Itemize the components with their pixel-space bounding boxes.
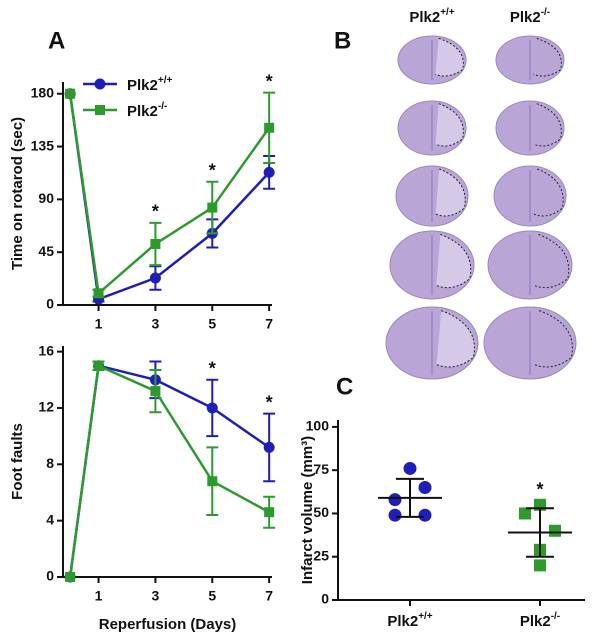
brain-slices xyxy=(385,35,577,380)
marker xyxy=(206,402,218,414)
y-axis-title: Time on rotarod (sec) xyxy=(9,117,26,270)
y-tick-label: 25 xyxy=(313,547,329,563)
marker xyxy=(65,572,76,582)
legend-marker xyxy=(94,78,106,90)
column-label: Plk2-/- xyxy=(510,7,550,26)
y-tick-label: 90 xyxy=(38,190,54,206)
panel-label: C xyxy=(336,373,353,400)
panel-label: B xyxy=(334,27,351,54)
marker xyxy=(93,360,104,371)
significance-mark: * xyxy=(266,392,273,412)
series-line xyxy=(68,363,270,578)
infarct-outline xyxy=(435,103,464,147)
marker xyxy=(150,386,161,397)
significance-mark: * xyxy=(536,480,543,500)
marker xyxy=(549,524,561,537)
marker xyxy=(388,493,402,507)
marker xyxy=(519,507,531,520)
y-tick-label: 12 xyxy=(38,399,54,415)
marker xyxy=(388,508,402,522)
y-tick-label: 0 xyxy=(46,568,54,584)
panel-label: A xyxy=(48,27,65,54)
y-tick-label: 75 xyxy=(313,461,329,477)
x-tick-label: 7 xyxy=(265,316,273,332)
x-tick-label: 3 xyxy=(152,316,160,332)
sd-bar xyxy=(396,477,424,518)
significance-mark: * xyxy=(209,359,216,379)
marker xyxy=(264,122,275,133)
x-tick-label: Plk2-/- xyxy=(520,611,560,630)
marker xyxy=(534,559,546,572)
infarct-outline xyxy=(534,310,573,368)
marker xyxy=(263,166,275,178)
series-line xyxy=(68,364,270,578)
series-line xyxy=(68,93,271,296)
marker xyxy=(149,272,161,284)
infarct-outline xyxy=(533,37,562,77)
series-line xyxy=(68,93,271,301)
legend-label: Plk2-/- xyxy=(127,101,167,120)
infarct-outline xyxy=(534,233,570,289)
infarct-outline xyxy=(435,168,466,217)
y-tick-label: 0 xyxy=(321,591,329,607)
y-tick-label: 8 xyxy=(46,455,54,471)
y-tick-label: 4 xyxy=(46,511,54,527)
marker xyxy=(403,461,417,475)
significance-mark: * xyxy=(209,161,216,181)
y-axis-title: Foot faults xyxy=(9,423,26,500)
marker xyxy=(93,288,104,299)
marker xyxy=(65,88,76,99)
infarct-outline xyxy=(533,168,564,217)
x-tick-label: 5 xyxy=(208,588,216,604)
significance-mark: * xyxy=(152,202,159,222)
column-label: Plk2+/+ xyxy=(409,7,454,26)
x-tick-label: 1 xyxy=(95,588,103,604)
x-axis-title: Reperfusion (Days) xyxy=(99,616,237,633)
y-axis-title: Infarct volume (mm³) xyxy=(299,436,316,584)
y-tick-label: 16 xyxy=(38,342,54,358)
x-tick-label: Plk2+/+ xyxy=(387,611,432,630)
marker xyxy=(418,508,432,522)
infarct-outline xyxy=(436,233,472,289)
marker xyxy=(150,238,161,249)
y-tick-label: 100 xyxy=(306,418,330,434)
legend-label: Plk2+/+ xyxy=(127,75,172,94)
x-tick-label: 1 xyxy=(95,316,103,332)
marker xyxy=(207,202,218,213)
y-tick-label: 45 xyxy=(38,243,54,259)
legend-marker xyxy=(95,105,105,115)
significance-mark: * xyxy=(266,71,273,91)
sd-bar xyxy=(526,507,554,558)
y-tick-label: 50 xyxy=(313,504,329,520)
x-tick-label: 3 xyxy=(152,588,160,604)
marker xyxy=(263,441,275,453)
marker xyxy=(264,507,275,518)
marker xyxy=(207,476,218,487)
y-tick-label: 180 xyxy=(31,84,55,100)
infarct-outline xyxy=(436,310,475,368)
x-tick-label: 7 xyxy=(265,588,273,604)
marker xyxy=(418,481,432,494)
x-tick-label: 5 xyxy=(208,316,216,332)
infarct-outline xyxy=(435,37,464,77)
y-tick-label: 135 xyxy=(31,137,55,153)
y-tick-label: 0 xyxy=(46,296,54,312)
